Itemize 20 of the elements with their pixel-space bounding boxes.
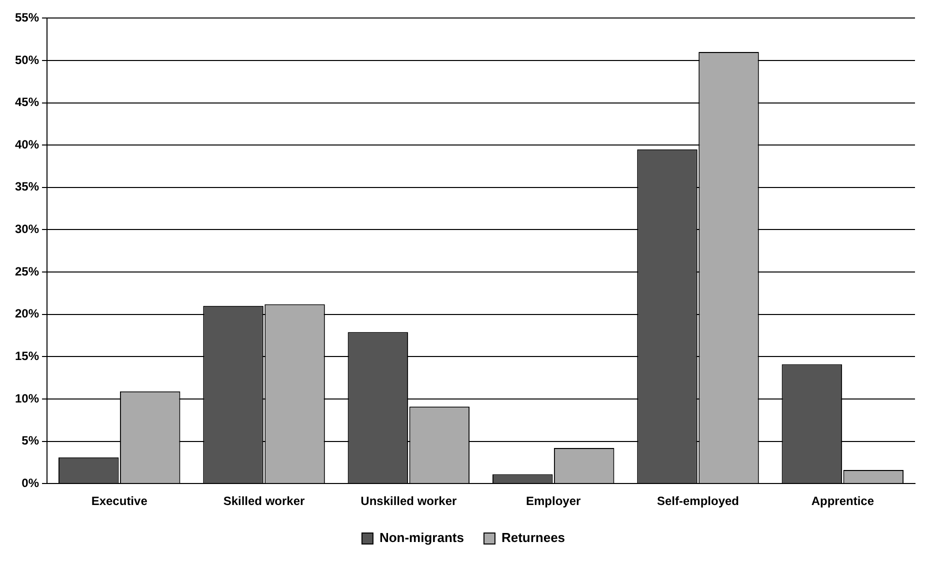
y-tick-label: 40% xyxy=(14,137,40,152)
x-tick-label: Self-employed xyxy=(656,494,740,508)
y-tick-label: 30% xyxy=(14,222,40,236)
x-tick-label: Apprentice xyxy=(811,494,874,508)
y-tick-label: 55% xyxy=(14,10,40,25)
y-tick-label: 35% xyxy=(14,180,40,194)
x-tick-label: Employer xyxy=(526,494,582,508)
legend-label: Returnees xyxy=(501,530,566,546)
x-tick-label: Skilled worker xyxy=(223,494,306,508)
x-tick-label: Executive xyxy=(91,494,148,508)
y-tick-label: 50% xyxy=(14,52,40,67)
y-tick-label: 25% xyxy=(14,264,40,278)
y-tick-label: 5% xyxy=(22,434,40,448)
y-tick-label: 10% xyxy=(14,391,40,406)
y-tick-label: 45% xyxy=(14,95,40,110)
y-tick-label: 15% xyxy=(14,348,40,363)
y-tick-label: 20% xyxy=(14,306,40,321)
x-tick-label: Unskilled worker xyxy=(360,494,458,508)
y-tick-label: 0% xyxy=(22,476,40,490)
legend-label: Non-migrants xyxy=(379,530,464,546)
